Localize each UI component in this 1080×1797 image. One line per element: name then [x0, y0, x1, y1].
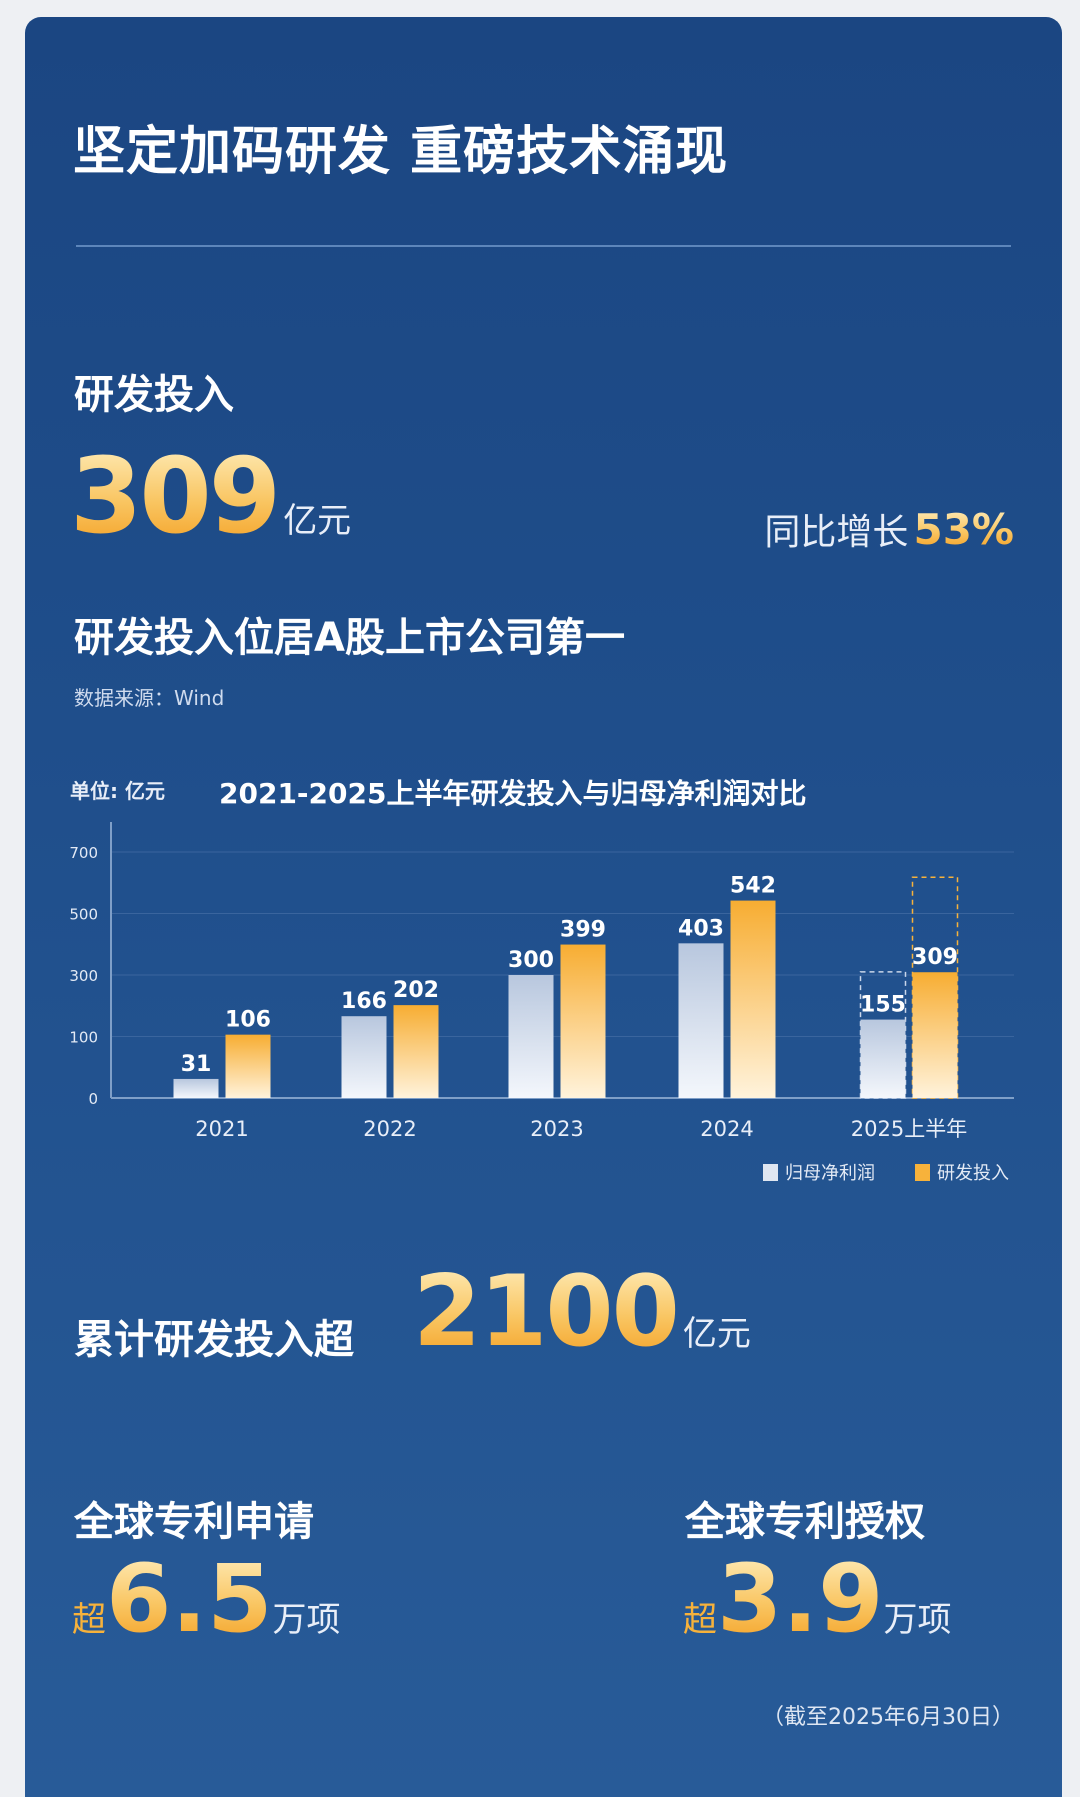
divider — [76, 245, 1011, 247]
y-tick-label: 500 — [69, 906, 98, 924]
data-label: 166 — [341, 989, 387, 1014]
data-label: 106 — [225, 1008, 271, 1033]
patent-application-value: 6.5 — [106, 1545, 273, 1654]
bar-rd — [912, 972, 958, 1098]
infographic-card: 坚定加码研发 重磅技术涌现 研发投入 309 亿元 同比增长 53% 研发投入位… — [25, 17, 1062, 1797]
growth-label: 同比增长 — [764, 512, 909, 553]
data-label: 300 — [508, 948, 554, 973]
x-tick-label: 2022 — [363, 1117, 416, 1141]
rank-text: 研发投入位居A股上市公司第一 — [74, 615, 625, 661]
bar-rd — [393, 1005, 439, 1098]
chart-title: 2021-2025上半年研发投入与归母净利润对比 — [219, 777, 807, 810]
data-label: 542 — [730, 874, 776, 899]
patent-grant-group: 超3.9万项 — [683, 1545, 952, 1654]
x-tick-label: 2024 — [700, 1117, 753, 1141]
patent-application-group: 超6.5万项 — [72, 1545, 341, 1654]
legend-swatch — [763, 1164, 778, 1181]
legend-label: 研发投入 — [937, 1163, 1009, 1184]
y-tick-label: 300 — [69, 967, 98, 985]
y-tick-label: 0 — [88, 1090, 98, 1108]
cumulative-value: 2100 — [413, 1255, 680, 1369]
patent-application-prefix: 超 — [72, 1600, 106, 1640]
cumulative-prefix: 累计研发投入超 — [74, 1317, 354, 1363]
source-text: 数据来源：Wind — [74, 686, 225, 710]
rd-value-group: 309 亿元 — [70, 435, 351, 557]
bar-profit — [678, 943, 724, 1098]
patent-grant-value: 3.9 — [717, 1545, 884, 1654]
chart-unit: 单位: 亿元 — [70, 779, 165, 803]
rd-growth: 同比增长 53% — [764, 503, 1014, 555]
bar-profit — [508, 975, 554, 1098]
x-tick-label: 2023 — [530, 1117, 583, 1141]
patent-grant-label: 全球专利授权 — [685, 1499, 925, 1545]
patent-application-label: 全球专利申请 — [74, 1499, 314, 1545]
rd-value: 309 — [70, 435, 281, 557]
data-label: 202 — [393, 978, 439, 1003]
cumulative-unit: 亿元 — [682, 1314, 751, 1354]
rd-unit: 亿元 — [283, 501, 352, 541]
data-label: 399 — [560, 918, 606, 943]
y-tick-label: 700 — [69, 844, 98, 862]
bar-rd — [730, 900, 776, 1098]
bar-profit — [341, 1016, 387, 1098]
data-label: 31 — [181, 1052, 212, 1077]
page-title: 坚定加码研发 重磅技术涌现 — [73, 122, 729, 182]
footnote: （截至2025年6月30日） — [762, 1705, 1014, 1730]
bar-profit — [860, 1019, 906, 1098]
bar-profit — [173, 1078, 219, 1098]
data-label: 309 — [912, 945, 958, 970]
rd-label: 研发投入 — [74, 372, 234, 418]
data-label: 155 — [860, 993, 906, 1018]
y-tick-label: 100 — [69, 1029, 98, 1047]
patent-grant-unit: 万项 — [883, 1600, 952, 1640]
legend-label: 归母净利润 — [785, 1163, 875, 1184]
bar-rd — [225, 1034, 271, 1098]
growth-value: 53% — [913, 505, 1014, 554]
bar-rd — [560, 944, 606, 1098]
x-tick-label: 2021 — [195, 1117, 248, 1141]
cumulative-group: 2100 亿元 — [413, 1255, 751, 1369]
x-tick-label: 2025上半年 — [851, 1117, 967, 1141]
patent-application-unit: 万项 — [272, 1600, 341, 1640]
patent-grant-prefix: 超 — [683, 1600, 717, 1640]
legend-swatch — [915, 1164, 930, 1181]
data-label: 403 — [678, 916, 724, 941]
